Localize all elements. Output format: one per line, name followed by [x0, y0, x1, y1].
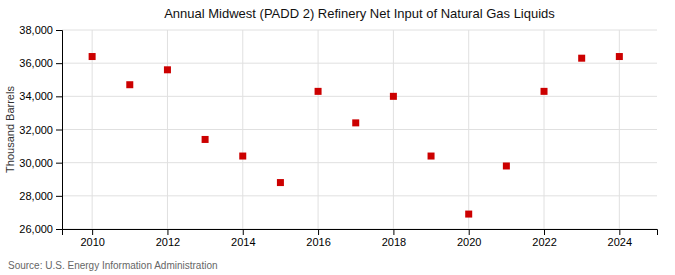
tick: 34,000	[19, 90, 62, 102]
point	[202, 136, 209, 143]
tick: 2018	[382, 229, 406, 248]
grid	[62, 30, 657, 229]
tick: 38,000	[19, 24, 62, 36]
grid-line	[468, 30, 469, 229]
tick-label: 26,000	[19, 223, 53, 235]
tick-mark	[92, 229, 93, 235]
tick-mark	[393, 229, 394, 235]
y-axis: 26,000 28,000 30,000 32,000 34,000 36,000 38,0…	[19, 24, 62, 235]
tick-label: 2024	[608, 236, 632, 248]
point	[126, 81, 133, 88]
tick-label: 38,000	[19, 24, 53, 36]
tick: 26,000	[19, 223, 62, 235]
tick-mark	[56, 229, 62, 230]
grid-line	[62, 129, 657, 130]
tick: 2010	[80, 229, 104, 248]
tick-label: 2014	[231, 236, 255, 248]
point	[428, 153, 435, 160]
grid-line	[242, 30, 243, 229]
tick-mark	[56, 196, 62, 197]
point	[277, 179, 284, 186]
tick-label: 2012	[156, 236, 180, 248]
grid-line	[62, 195, 657, 196]
tick-label: 2020	[457, 236, 481, 248]
tick: 36,000	[19, 57, 62, 69]
tick: 2020	[457, 229, 481, 248]
axis-line	[63, 230, 658, 236]
tick-mark	[167, 229, 168, 235]
tick-label: 2010	[80, 236, 104, 248]
tick-mark	[56, 96, 62, 97]
grid-line	[167, 30, 168, 229]
tick: 30,000	[19, 157, 62, 169]
points	[89, 53, 623, 218]
tick: 2024	[608, 229, 632, 248]
source: Source: U.S. Energy Information Administ…	[8, 260, 218, 271]
grid-line	[318, 30, 319, 229]
grid-line	[393, 30, 394, 229]
point	[616, 53, 623, 60]
tick-label: 2016	[306, 236, 330, 248]
point	[315, 88, 322, 95]
point	[164, 66, 171, 73]
tick-mark	[469, 229, 470, 235]
tick: 2012	[156, 229, 180, 248]
axis-line	[56, 31, 63, 230]
tick-label: 2018	[382, 236, 406, 248]
point	[503, 162, 510, 169]
tick: 32,000	[19, 124, 62, 136]
tick: 2022	[532, 229, 556, 248]
tick-label: 2022	[532, 236, 556, 248]
tick-label: 30,000	[19, 157, 53, 169]
tick-mark	[619, 229, 620, 235]
point	[578, 55, 585, 62]
point	[239, 153, 246, 160]
tick-mark	[243, 229, 244, 235]
tick: 28,000	[19, 190, 62, 202]
tick: 2014	[231, 229, 255, 248]
x-axis: 2010 2012 2014 2016 2018 2020 2022 2024	[63, 229, 658, 248]
grid-line	[62, 162, 657, 163]
tick-label: 36,000	[19, 57, 53, 69]
tick-mark	[56, 130, 62, 131]
y-axis-title: Thousand Barrels	[4, 86, 16, 173]
point	[541, 88, 548, 95]
grid-line	[62, 63, 657, 64]
tick-label: 32,000	[19, 124, 53, 136]
tick-mark	[56, 163, 62, 164]
tick-label: 34,000	[19, 90, 53, 102]
point	[89, 53, 96, 60]
title: Annual Midwest (PADD 2) Refinery Net Inp…	[164, 6, 555, 21]
point	[390, 93, 397, 100]
tick-label: 28,000	[19, 190, 53, 202]
chart: 2010 2012 2014 2016 2018 2020 2022 2024 26,000 28…	[0, 0, 675, 275]
plot-area: 2010 2012 2014 2016 2018 2020 2022 2024 26,000 28…	[19, 24, 657, 248]
tick-mark	[56, 30, 62, 31]
point	[352, 119, 359, 126]
grid-line	[62, 96, 657, 97]
tick: 2016	[306, 229, 330, 248]
tick-mark	[544, 229, 545, 235]
tick-mark	[318, 229, 319, 235]
point	[465, 211, 472, 218]
grid-line	[544, 30, 545, 229]
grid-line	[62, 30, 657, 31]
tick-mark	[56, 63, 62, 64]
